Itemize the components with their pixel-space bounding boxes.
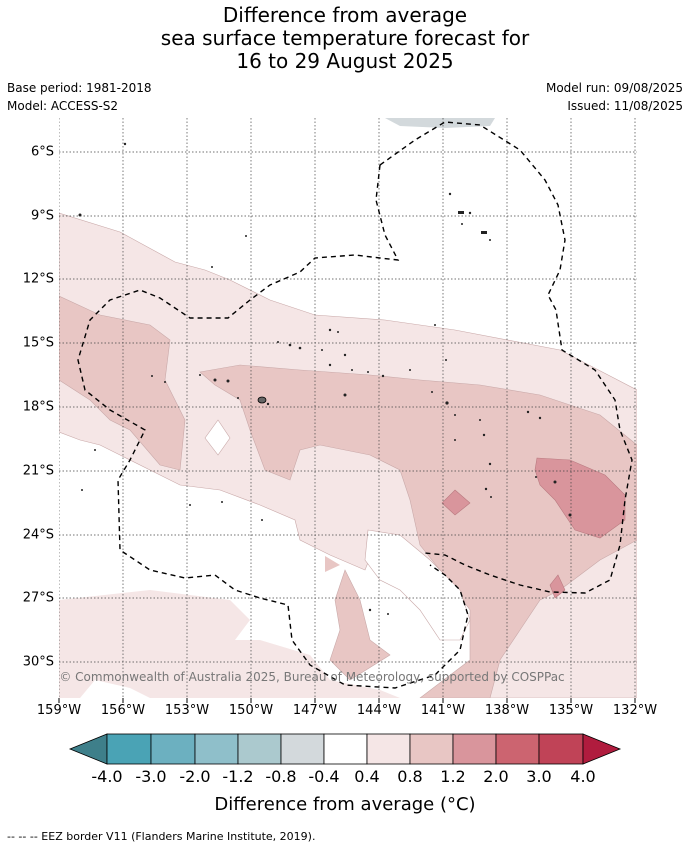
lon-label: 138°W	[484, 703, 530, 718]
map-plot-area	[59, 118, 637, 698]
colorbar-label: -0.8	[265, 767, 297, 786]
neutral-region-south	[364, 529, 471, 641]
colorbar-label: 0.8	[397, 767, 423, 786]
lon-label: 150°W	[228, 703, 274, 718]
lat-label: 27°S	[22, 590, 54, 606]
colorbar-swatch-2	[150, 733, 196, 765]
colorbar-swatch-4	[237, 733, 282, 765]
colorbar-swatch-10	[495, 733, 540, 765]
title-line-3: 16 to 29 August 2025	[236, 49, 454, 73]
colorbar-label: -2.0	[179, 767, 211, 786]
lat-label: 15°S	[22, 335, 54, 351]
colorbar-swatch-9	[452, 733, 497, 765]
colorbar-label: 1.2	[440, 767, 466, 786]
issued-date: Issued: 11/08/2025	[567, 99, 683, 113]
lon-label: 135°W	[548, 703, 594, 718]
colorbar-label: -1.2	[222, 767, 254, 786]
colorbar-swatch-6	[323, 733, 368, 765]
colorbar-swatch-8	[409, 733, 454, 765]
title-line-1: Difference from average	[222, 3, 468, 27]
warm-anomaly-0.8-1.2	[59, 295, 186, 471]
lon-label: 141°W	[420, 703, 466, 718]
lon-label: 147°W	[292, 703, 338, 718]
lat-label: 30°S	[22, 654, 54, 670]
latitude-labels: 6°S 9°S 12°S 15°S 18°S 21°S 24°S 27°S 30…	[0, 0, 54, 850]
colorbar-label: 4.0	[570, 767, 596, 786]
lat-label: 24°S	[22, 527, 54, 543]
lat-label: 21°S	[22, 463, 54, 479]
colorbar-label: -0.4	[308, 767, 340, 786]
lat-label: 6°S	[30, 144, 54, 160]
colorbar-label: 3.0	[526, 767, 552, 786]
graticule	[59, 118, 637, 698]
eez-borders	[77, 121, 633, 689]
lon-label: 144°W	[356, 703, 402, 718]
colorbar-swatch-7	[366, 733, 411, 765]
lon-label: 156°W	[100, 703, 146, 718]
eez-footer-note: -- -- -- EEZ border V11 (Flanders Marine…	[7, 830, 316, 843]
colorbar-arrow-low	[68, 733, 108, 765]
title-line-2: sea surface temperature forecast for	[160, 26, 530, 50]
colorbar-label: 0.4	[354, 767, 380, 786]
copyright-text: © Commonwealth of Australia 2025, Bureau…	[59, 670, 564, 684]
colorbar-swatch-3	[194, 733, 239, 765]
model-run: Model run: 09/08/2025	[545, 81, 683, 95]
colorbar-swatch-11	[538, 733, 584, 765]
warm-anomaly-0.8-1.2-south	[329, 569, 391, 681]
cool-anomaly-region	[385, 118, 495, 128]
colorbar-label: -4.0	[91, 767, 123, 786]
islands	[78, 142, 572, 615]
lon-label: 153°W	[164, 703, 210, 718]
meta-right: Model run: 09/08/2025 Issued: 11/08/2025	[546, 79, 683, 115]
warm-anomaly-0.8-1.2-central	[199, 364, 637, 698]
colorbar-label: 2.0	[483, 767, 509, 786]
lon-label: 159°W	[36, 703, 82, 718]
map-title: Difference from average sea surface temp…	[0, 4, 690, 73]
lat-label: 18°S	[22, 399, 54, 415]
lat-label: 9°S	[30, 208, 54, 224]
meta-left: Base period: 1981-2018 Model: ACCESS-S2	[7, 79, 152, 115]
colorbar-arrow-high	[582, 733, 622, 765]
lat-label: 12°S	[22, 271, 54, 287]
colorbar	[68, 733, 622, 765]
colorbar-label: -3.0	[135, 767, 167, 786]
warm-anomaly-1.2-2.0	[534, 457, 626, 539]
lon-label: 132°W	[612, 703, 658, 718]
colorbar-swatch-1	[106, 733, 152, 765]
colorbar-swatch-5	[280, 733, 325, 765]
base-period: Base period: 1981-2018	[7, 81, 152, 95]
neutral-region	[204, 419, 231, 456]
colorbar-title: Difference from average (°C)	[214, 794, 476, 815]
model-name: Model: ACCESS-S2	[7, 99, 119, 113]
